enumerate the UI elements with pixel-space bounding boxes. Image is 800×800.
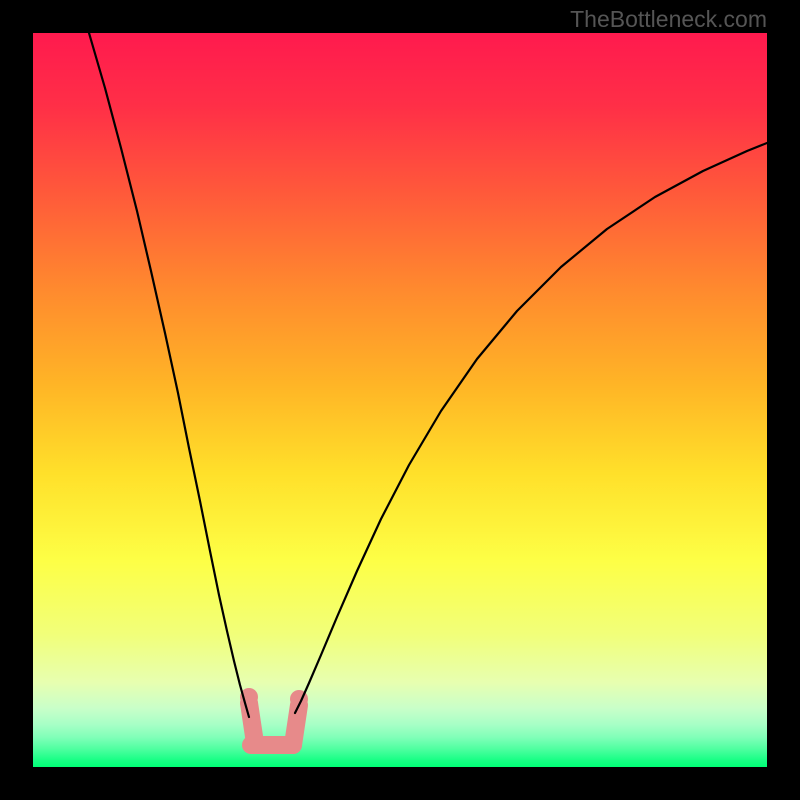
watermark-text: TheBottleneck.com bbox=[570, 6, 767, 33]
curve-right bbox=[295, 143, 767, 713]
plot-frame bbox=[33, 33, 767, 767]
chart-stage: TheBottleneck.com bbox=[0, 0, 800, 800]
curve-left bbox=[89, 33, 249, 717]
curve-overlay bbox=[33, 33, 767, 767]
